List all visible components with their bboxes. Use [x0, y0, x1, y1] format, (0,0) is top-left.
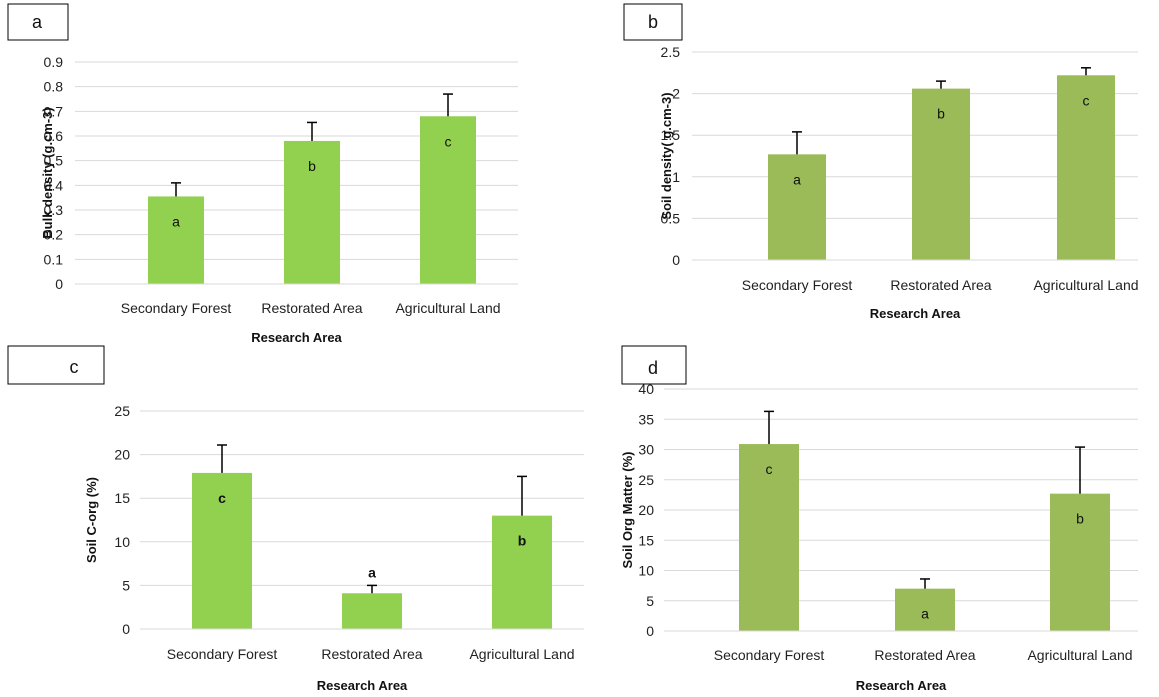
- x-tick-label: Restorated Area: [890, 277, 991, 293]
- x-tick-label: Restorated Area: [321, 646, 422, 662]
- error-bar: [443, 94, 453, 116]
- x-tick-label: Secondary Forest: [742, 277, 853, 293]
- data-label: b: [1076, 511, 1084, 527]
- chart-panel-c: 0 5 10 15 20 25 c Secondary Forest a Restorated A…: [8, 346, 584, 693]
- y-tick-label: 25: [638, 472, 654, 488]
- error-bar: [936, 81, 946, 88]
- y-tick-label: 0: [122, 621, 130, 637]
- y-tick-label: 2.5: [661, 44, 681, 60]
- data-label: c: [445, 133, 452, 149]
- y-tick-label: 10: [114, 534, 130, 550]
- y-axis-label: Bulk density (g.cm-3): [40, 107, 55, 238]
- error-bar: [517, 476, 527, 515]
- y-axis-label: Soil Org Matter (%): [620, 451, 635, 568]
- error-bar: [367, 585, 377, 593]
- data-label: a: [172, 213, 180, 229]
- data-label: a: [368, 564, 376, 580]
- error-bar: [764, 411, 774, 444]
- y-tick-label: 25: [114, 403, 130, 419]
- data-label: a: [793, 171, 801, 187]
- bar: [148, 196, 204, 284]
- y-tick-label: 35: [638, 411, 654, 427]
- y-tick-label: 5: [122, 577, 130, 593]
- bar: [342, 593, 402, 629]
- y-tick-label: 0: [55, 276, 63, 292]
- y-tick-label: 30: [638, 442, 654, 458]
- x-tick-label: Restorated Area: [261, 300, 362, 316]
- panel-label: a: [32, 12, 43, 32]
- data-label: b: [518, 533, 527, 549]
- error-bar: [307, 122, 317, 141]
- x-axis-label: Research Area: [870, 306, 961, 321]
- panel-label-box: [8, 346, 104, 384]
- data-label: c: [766, 461, 773, 477]
- data-label: a: [921, 606, 929, 622]
- y-axis-label: Soil C-org (%): [84, 477, 99, 563]
- y-tick-label: 0: [672, 252, 680, 268]
- data-label: c: [218, 490, 226, 506]
- x-tick-label: Agricultural Land: [1027, 647, 1132, 663]
- data-label: b: [308, 158, 316, 174]
- x-tick-label: Agricultural Land: [395, 300, 500, 316]
- x-tick-label: Restorated Area: [874, 647, 975, 663]
- panel-label: d: [648, 358, 658, 378]
- y-tick-label: 5: [646, 593, 654, 609]
- y-tick-label: 0.1: [44, 251, 64, 267]
- x-tick-label: Secondary Forest: [121, 300, 232, 316]
- y-tick-label: 0.9: [44, 54, 64, 70]
- error-bar: [217, 445, 227, 473]
- x-axis-label: Research Area: [317, 678, 408, 693]
- panel-label: b: [648, 12, 658, 32]
- y-tick-label: 15: [638, 532, 654, 548]
- data-label: c: [1083, 92, 1090, 108]
- error-bar: [1075, 447, 1085, 494]
- data-label: b: [937, 106, 945, 122]
- y-tick-label: 20: [114, 447, 130, 463]
- y-tick-label: 0: [646, 623, 654, 639]
- x-tick-label: Secondary Forest: [167, 646, 278, 662]
- x-axis-label: Research Area: [856, 678, 947, 693]
- y-tick-label: 0.8: [44, 79, 64, 95]
- x-tick-label: Agricultural Land: [469, 646, 574, 662]
- x-tick-label: Agricultural Land: [1033, 277, 1138, 293]
- error-bar: [1081, 68, 1091, 75]
- y-tick-label: 10: [638, 563, 654, 579]
- error-bar: [920, 579, 930, 589]
- x-tick-label: Secondary Forest: [714, 647, 825, 663]
- panel-label: c: [70, 357, 79, 377]
- y-tick-label: 15: [114, 490, 130, 506]
- bar: [768, 154, 826, 260]
- y-tick-label: 20: [638, 502, 654, 518]
- y-axis-label: Soil density( g.cm-3): [659, 92, 674, 219]
- x-axis-label: Research Area: [251, 330, 342, 345]
